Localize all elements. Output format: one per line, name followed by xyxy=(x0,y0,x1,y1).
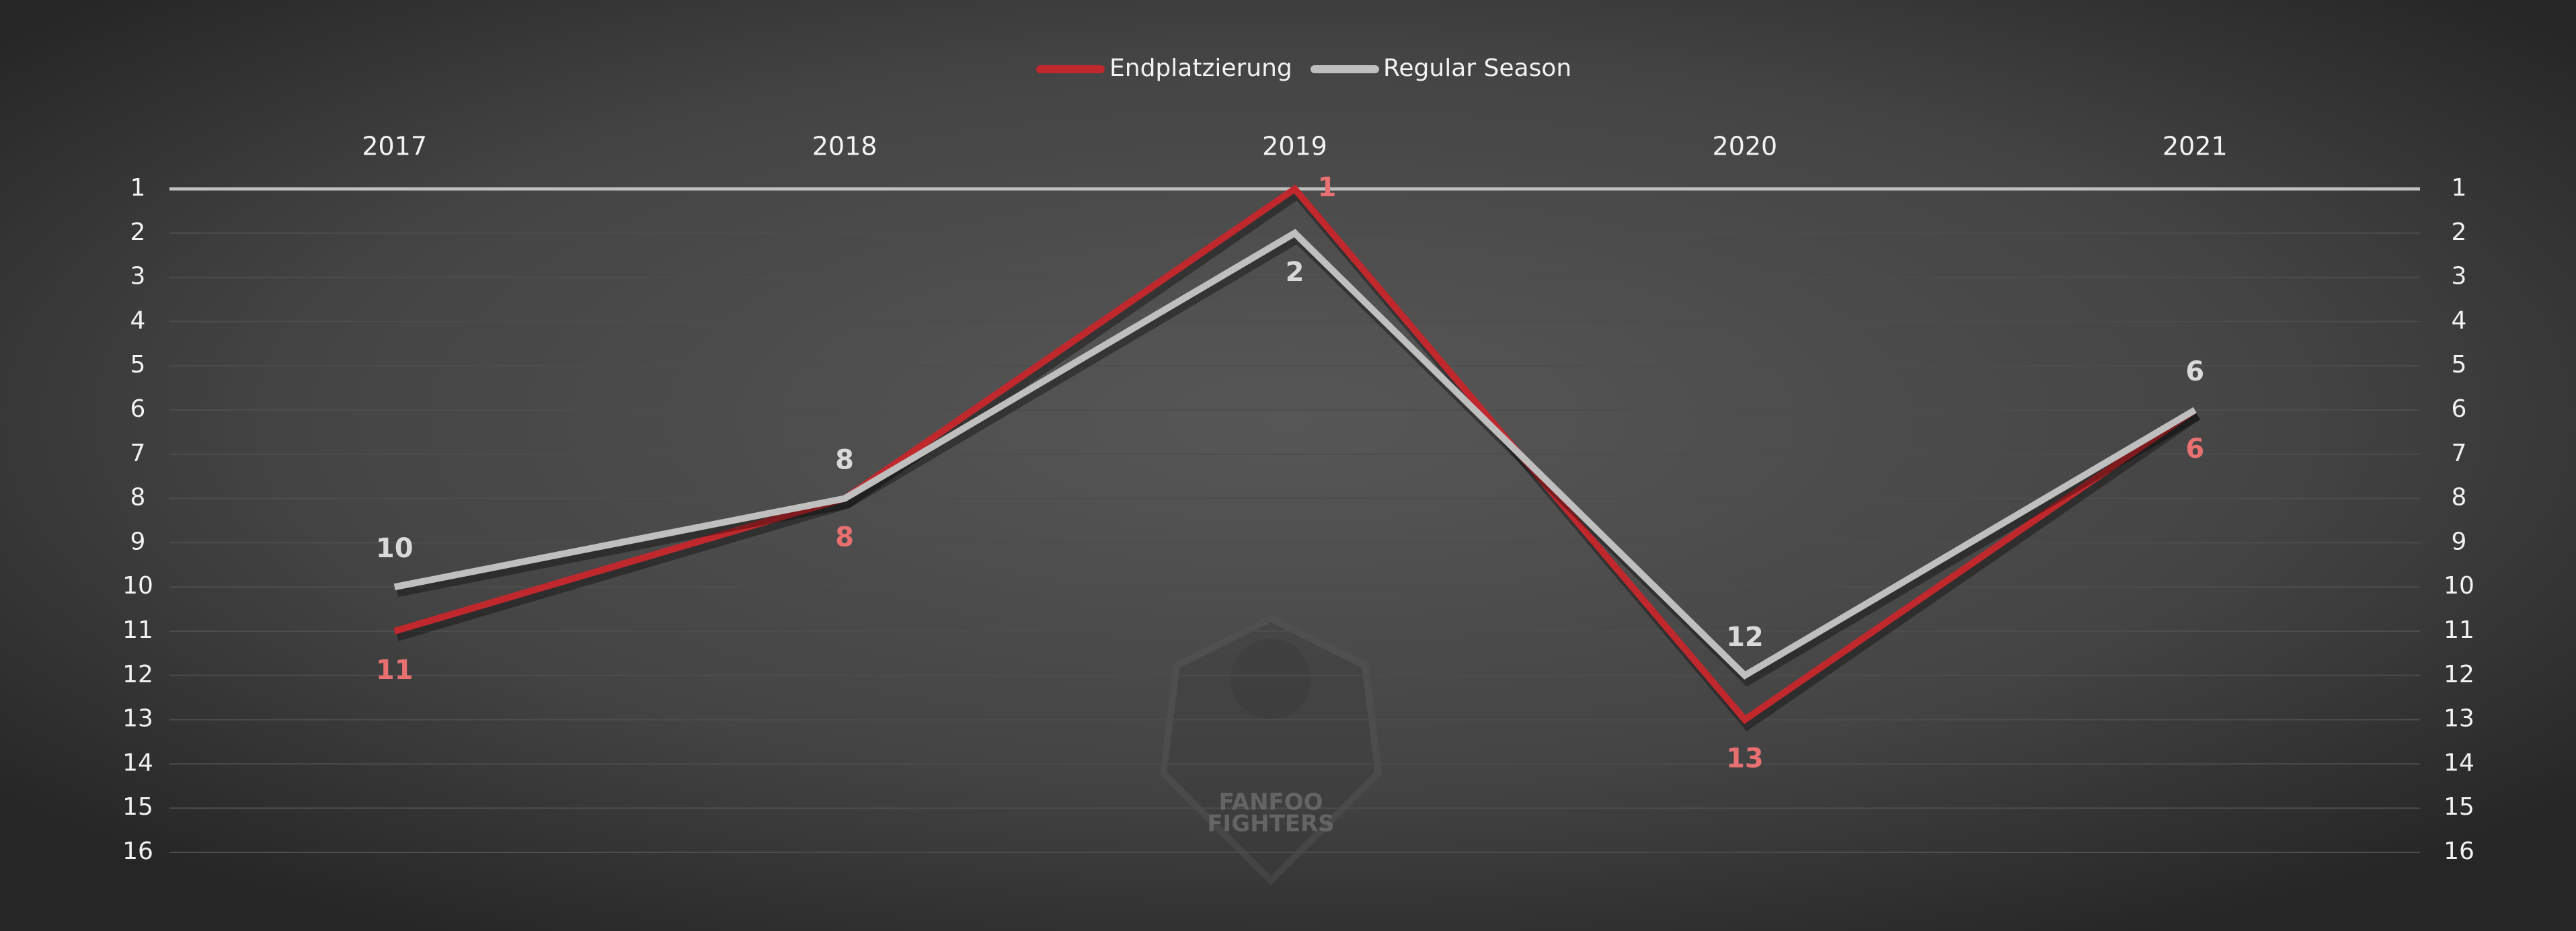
data-label: 13 xyxy=(1726,743,1764,774)
y2-tick-label: 11 xyxy=(2444,616,2474,644)
data-label: 1 xyxy=(1318,172,1337,203)
x-tick-label: 2017 xyxy=(362,132,427,161)
y2-tick-label: 2 xyxy=(2452,218,2467,246)
data-label: 10 xyxy=(376,533,414,564)
data-label: 8 xyxy=(835,522,854,553)
y2-tick-label: 7 xyxy=(2452,440,2467,467)
line-series xyxy=(393,229,2197,680)
y2-tick-label: 10 xyxy=(2444,572,2474,600)
y2-tick-label: 4 xyxy=(2452,307,2467,334)
legend-label: Endplatzierung xyxy=(1109,54,1292,82)
y-tick-label: 8 xyxy=(130,484,146,512)
data-label: 12 xyxy=(1726,622,1764,653)
line-series xyxy=(393,184,2197,725)
y-tick-label: 2 xyxy=(130,218,146,246)
y-tick-label: 10 xyxy=(122,572,153,600)
y-tick-label: 11 xyxy=(122,616,153,644)
data-label: 8 xyxy=(835,445,854,476)
watermark-text: FIGHTERS xyxy=(1207,811,1334,838)
y2-tick-label: 15 xyxy=(2444,793,2474,821)
watermark-text: FANFOO xyxy=(1218,789,1323,816)
legend-label: Regular Season xyxy=(1383,54,1571,82)
y-tick-label: 3 xyxy=(130,263,146,290)
y2-tick-label: 8 xyxy=(2452,484,2467,512)
y2-tick-label: 12 xyxy=(2444,661,2474,688)
y-tick-label: 7 xyxy=(130,440,146,467)
y-tick-label: 15 xyxy=(122,793,153,821)
x-tick-label: 2021 xyxy=(2162,132,2228,161)
data-label: 6 xyxy=(2185,356,2204,387)
data-label: 2 xyxy=(1286,257,1304,288)
y-tick-label: 12 xyxy=(122,661,153,688)
x-tick-label: 2019 xyxy=(1262,132,1327,161)
y-tick-label: 13 xyxy=(122,705,153,733)
y2-tick-label: 16 xyxy=(2444,838,2474,865)
watermark-logo xyxy=(1159,614,1382,886)
y2-tick-label: 14 xyxy=(2444,749,2474,776)
y-tick-label: 5 xyxy=(130,351,146,378)
y-tick-label: 9 xyxy=(130,528,146,555)
y2-tick-label: 1 xyxy=(2452,174,2467,202)
x-tick-label: 2018 xyxy=(812,132,877,161)
y-tick-label: 6 xyxy=(130,395,146,423)
y-tick-label: 14 xyxy=(122,749,153,776)
y2-tick-label: 3 xyxy=(2452,263,2467,290)
y-tick-label: 4 xyxy=(130,307,146,334)
data-label: 11 xyxy=(376,655,414,686)
x-tick-label: 2020 xyxy=(1713,132,1778,161)
data-label: 6 xyxy=(2185,434,2204,464)
y2-tick-label: 13 xyxy=(2444,705,2474,733)
y2-tick-label: 6 xyxy=(2452,395,2467,423)
y-tick-label: 1 xyxy=(130,174,146,202)
y2-tick-label: 9 xyxy=(2452,528,2467,555)
y-tick-label: 16 xyxy=(122,838,153,865)
y2-tick-label: 5 xyxy=(2452,351,2467,378)
